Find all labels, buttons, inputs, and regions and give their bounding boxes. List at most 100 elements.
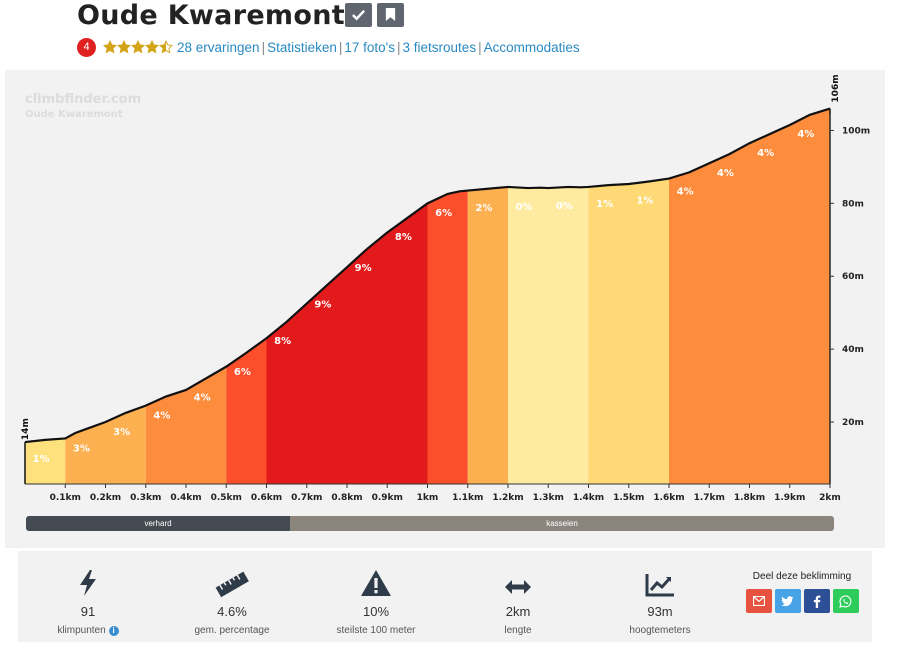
elevation-profile-chart: climbfinder.com Oude Kwaremont 1% 3% 3% 4% 4% 6…: [21, 74, 870, 503]
lightning-icon: [80, 570, 96, 596]
rating-stars: [103, 40, 173, 54]
star-icon: [159, 40, 173, 54]
email-icon: [752, 596, 765, 606]
end-altitude-label: 106m: [831, 74, 841, 102]
bookmark-icon: [385, 8, 396, 21]
grade-label: 3%: [73, 443, 90, 454]
share-facebook-button[interactable]: [803, 589, 830, 613]
x-tick-label: 0.8km: [331, 493, 362, 503]
x-tick-label: 2km: [819, 493, 841, 503]
stat-avg-grade: 4.6% gem. percentage: [162, 561, 302, 636]
page-title: Oude Kwaremont: [77, 0, 345, 31]
grade-label: 3%: [113, 427, 130, 438]
grade-segment: [145, 366, 227, 484]
twitter-icon: [781, 595, 794, 606]
checkmark-icon: [352, 9, 366, 21]
grade-segment: [467, 186, 508, 485]
grade-label: 1%: [33, 454, 50, 465]
x-tick-label: 1.1km: [452, 493, 483, 503]
x-tick-label: 0.5km: [211, 493, 242, 503]
x-tick-label: 1km: [417, 493, 439, 503]
grade-segment: [427, 190, 468, 484]
chart-line-icon: [645, 574, 674, 597]
y-tick-label: 80m: [842, 199, 864, 209]
star-icon: [103, 40, 117, 54]
grade-label: 9%: [355, 263, 372, 274]
share-email-button[interactable]: [745, 589, 772, 613]
stat-length: 2km lengte: [448, 561, 588, 636]
climb-meta: 4 28 ervaringen | Statistieken | 17 foto's…: [77, 36, 580, 58]
x-tick-label: 0.6km: [251, 493, 282, 503]
x-tick-label: 1.5km: [613, 493, 644, 503]
rank-badge: 4: [77, 37, 96, 57]
y-tick-label: 20m: [842, 418, 864, 428]
link-fietsroutes[interactable]: 3 fietsroutes: [402, 39, 477, 55]
grade-label: 4%: [757, 148, 774, 159]
stat-label: hoogtemeters: [629, 625, 691, 636]
grade-segment: [65, 405, 146, 484]
grade-label: 8%: [274, 336, 291, 347]
grade-label: 4%: [194, 392, 211, 403]
stat-value: 4.6%: [217, 604, 247, 619]
share-whatsapp-button[interactable]: [832, 589, 859, 613]
x-tick-label: 1.6km: [653, 493, 684, 503]
x-tick-label: 1.8km: [734, 493, 765, 503]
y-tick-label: 100m: [842, 126, 870, 136]
stat-value: 93m: [647, 604, 673, 619]
grade-label: 1%: [636, 195, 653, 206]
stat-label: klimpunten: [57, 625, 106, 636]
x-tick-label: 1.7km: [694, 493, 725, 503]
stat-climb-points: 91 klimpunten i: [18, 561, 158, 636]
mark-climbed-button[interactable]: [345, 3, 372, 27]
x-tick-label: 0.3km: [130, 493, 161, 503]
stat-value: 10%: [362, 604, 390, 619]
stat-label: gem. percentage: [194, 625, 270, 636]
facebook-icon: [813, 595, 820, 608]
stat-label: steilste 100 meter: [336, 625, 416, 636]
whatsapp-icon: [839, 594, 852, 608]
x-tick-label: 0.4km: [170, 493, 201, 503]
grade-segment: [588, 178, 669, 485]
share-section: Deel deze beklimming: [740, 571, 864, 613]
star-icon: [117, 40, 131, 54]
link-statistieken[interactable]: Statistieken: [267, 39, 337, 55]
grade-label: 4%: [153, 411, 170, 422]
grade-segment: [669, 108, 830, 484]
chart-subtitle: Oude Kwaremont: [25, 109, 123, 120]
x-tick-label: 1.3km: [533, 493, 564, 503]
link-accommodaties[interactable]: Accommodaties: [483, 39, 580, 55]
grade-label: 9%: [314, 299, 331, 310]
y-tick-label: 40m: [842, 345, 864, 355]
x-tick-label: 0.7km: [291, 493, 322, 503]
share-label: Deel deze beklimming: [752, 571, 852, 582]
info-icon[interactable]: i: [108, 625, 119, 636]
stat-value: 91: [80, 604, 96, 619]
share-twitter-button[interactable]: [774, 589, 801, 613]
bookmark-button[interactable]: [377, 3, 404, 27]
start-altitude-label: 14m: [21, 418, 31, 440]
arrows-horizontal-icon: [505, 580, 531, 594]
grade-segment: [266, 203, 428, 484]
stats-panel: 91 klimpunten i 4.6% gem. percentage 10% …: [18, 551, 872, 642]
x-tick-label: 0.1km: [50, 493, 81, 503]
stat-value: 2km: [505, 604, 531, 619]
grade-label: 1%: [596, 199, 613, 210]
grade-segment: [25, 438, 66, 484]
chart-watermark: climbfinder.com: [25, 92, 141, 107]
link-ervaringen[interactable]: 28 ervaringen: [177, 39, 260, 55]
x-tick-label: 1.4km: [573, 493, 604, 503]
grade-label: 2%: [475, 203, 492, 214]
stat-label: lengte: [504, 625, 532, 636]
surface-cobble-bar: kasseien: [290, 516, 834, 531]
x-tick-label: 1.9km: [774, 493, 805, 503]
grade-segment: [508, 186, 589, 485]
x-tick-label: 0.2km: [90, 493, 121, 503]
star-icon: [145, 40, 159, 54]
grade-label: 8%: [395, 232, 412, 243]
grade-label: 0%: [516, 202, 533, 213]
star-icon: [131, 40, 145, 54]
grade-label: 4%: [797, 129, 814, 140]
link-fotos[interactable]: 17 foto's: [344, 39, 396, 55]
grade-label: 0%: [556, 201, 573, 212]
surface-paved-bar: verhard: [26, 516, 290, 531]
